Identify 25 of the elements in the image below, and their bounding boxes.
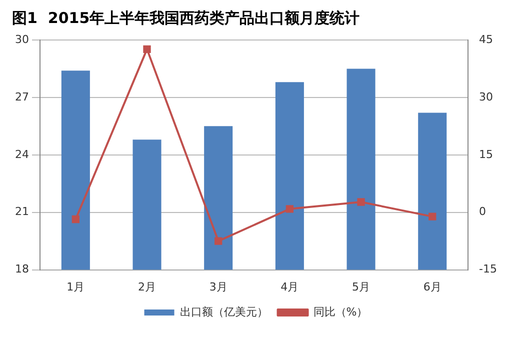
y2-tick-label: -15 bbox=[479, 262, 497, 276]
point bbox=[286, 205, 294, 213]
y-tick-label: 30 bbox=[14, 32, 29, 46]
x-tick-label: 5月 bbox=[352, 280, 370, 294]
y2-tick-label: 15 bbox=[479, 148, 494, 161]
x-tick-label: 4月 bbox=[280, 280, 299, 294]
point bbox=[214, 237, 222, 245]
chart-title: 图1 2015年上半年我国西药类产品出口额月度统计 bbox=[12, 8, 360, 27]
y-tick-label: 27 bbox=[14, 90, 29, 104]
legend-label: 出口额（亿美元） bbox=[180, 305, 268, 318]
point bbox=[72, 215, 80, 224]
y2-tick-label: 45 bbox=[479, 32, 494, 46]
x-tick-label: 2月 bbox=[138, 280, 156, 294]
x-tick-label: 6月 bbox=[423, 280, 442, 294]
point bbox=[143, 45, 151, 54]
y2-tick-label: 0 bbox=[479, 205, 486, 218]
y-tick-label: 24 bbox=[14, 148, 29, 161]
x-tick-label: 1月 bbox=[66, 280, 85, 294]
y-tick-label: 21 bbox=[14, 205, 29, 218]
y2-tick-label: 30 bbox=[479, 90, 494, 104]
y-tick-label: 18 bbox=[14, 262, 29, 276]
point bbox=[357, 198, 365, 206]
point bbox=[428, 212, 436, 220]
x-tick-label: 3月 bbox=[209, 280, 228, 294]
legend-label: 同比（%） bbox=[313, 305, 368, 318]
